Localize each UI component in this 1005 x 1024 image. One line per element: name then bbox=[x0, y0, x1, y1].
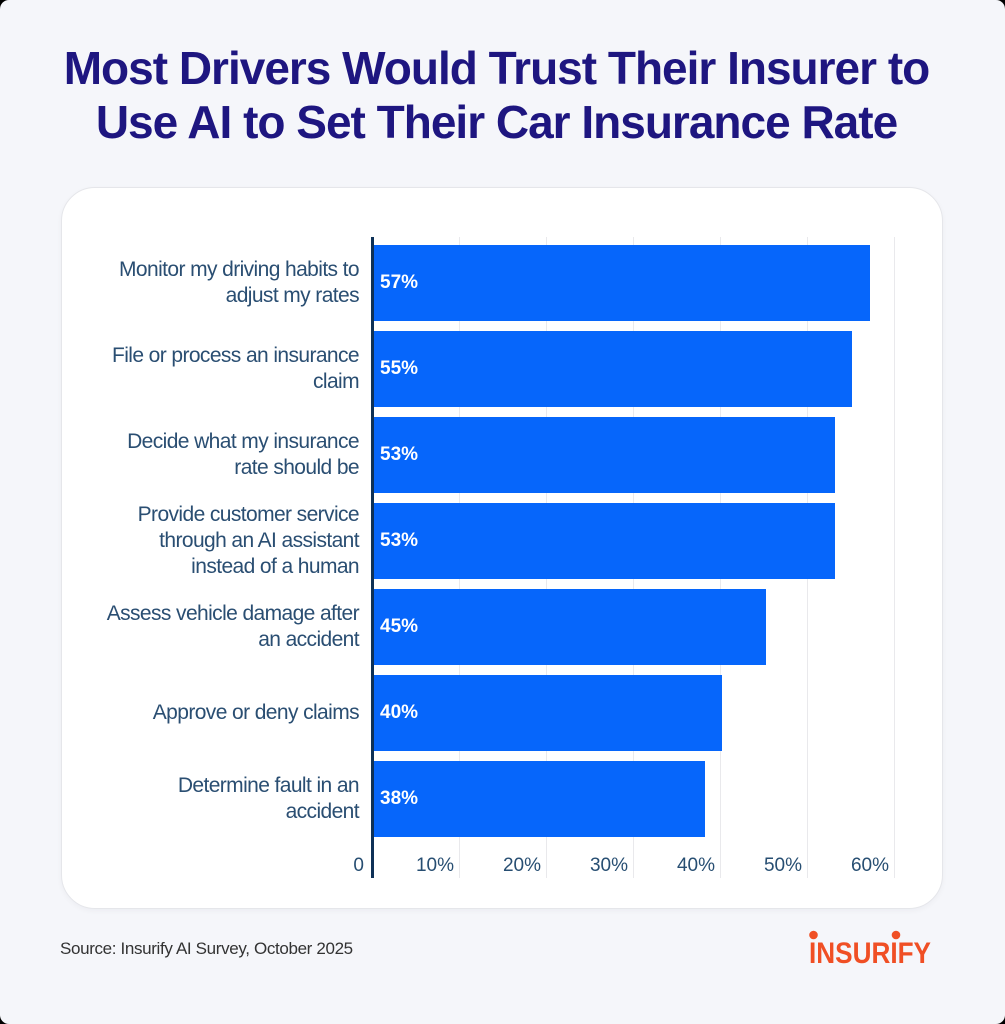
svg-text:INSURIFY: INSURIFY bbox=[809, 937, 931, 970]
